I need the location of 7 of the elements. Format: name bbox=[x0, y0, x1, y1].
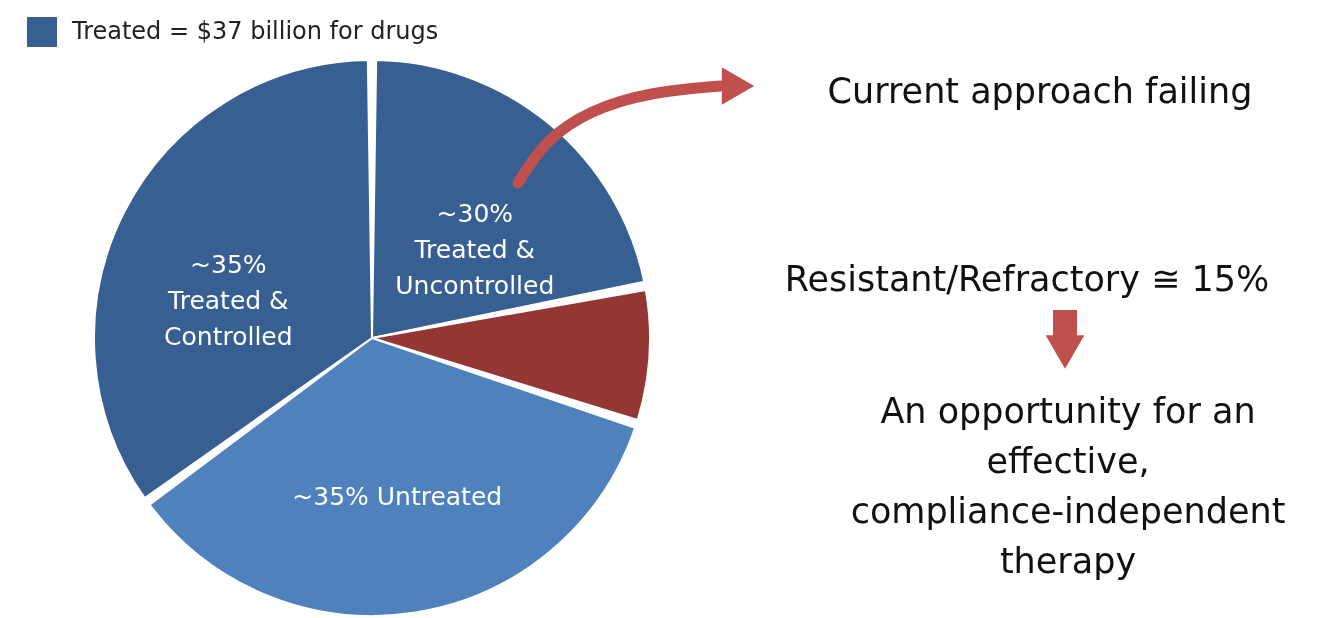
slice-label: ~35% Treated & Controlled bbox=[164, 249, 293, 351]
slice-label: ~30% Treated & Uncontrolled bbox=[395, 198, 555, 300]
legend-title: Treated = $37 billion for drugs bbox=[71, 17, 439, 45]
text: Resistant/Refractory ≅ 15% bbox=[784, 259, 1270, 299]
text: An opportunity for an effective, compliance-independent therapy bbox=[850, 391, 1286, 581]
slice-label: ~35% Untreated bbox=[292, 482, 503, 512]
text: Current approach failing bbox=[827, 71, 1253, 111]
